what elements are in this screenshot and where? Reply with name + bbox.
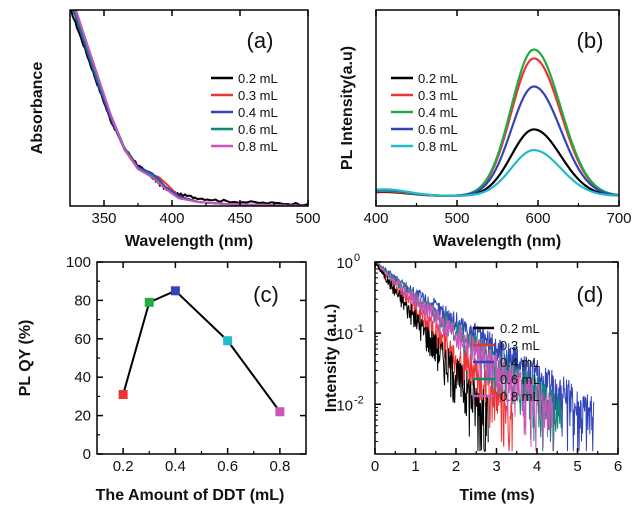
legend-label: 0.4 mL	[418, 105, 458, 120]
legend-label: 0.6 mL	[500, 372, 540, 387]
panel-c-line	[122, 289, 281, 413]
panel-c: 0.2 0.4 0.6 0.8 0 20 40 60 80 100 (c) The Amount …	[17, 254, 307, 504]
x-tick-label: 400	[363, 210, 388, 227]
panel-c-xlabel: The Amount of DDT (mL)	[96, 487, 285, 504]
panel-c-marker	[144, 297, 154, 307]
panel-d-xlabel: Time (ms)	[459, 487, 534, 504]
x-tick-label: 3	[492, 458, 500, 475]
panel-c-marker	[170, 286, 180, 296]
panel-d-legend: 0.2 mL 0.3 mL 0.4 mL 0.6 mL 0.8 mL	[473, 321, 540, 404]
legend-label: 0.4 mL	[238, 105, 278, 120]
legend-label: 0.8 mL	[238, 139, 278, 154]
legend-label: 0.4 mL	[500, 355, 540, 370]
legend-label: 0.3 mL	[238, 88, 278, 103]
x-tick-label: 0.2	[113, 458, 134, 475]
legend-label: 0.8 mL	[500, 389, 540, 404]
x-tick-label: 6	[614, 458, 622, 475]
x-tick-label: 600	[525, 210, 550, 227]
panel-a-ylabel: Absorbance	[29, 62, 46, 155]
y-tick-label: 60	[74, 331, 91, 348]
y-tick-label: 80	[74, 292, 91, 309]
panel-b-xlabel: Wavelength (nm)	[433, 233, 561, 250]
y-tick-label: 100	[66, 254, 91, 271]
legend-label: 0.6 mL	[418, 122, 458, 137]
panel-a-ticks: 350 400 450 500	[91, 10, 321, 227]
legend-label: 0.6 mL	[238, 122, 278, 137]
panel-a-frame	[69, 9, 309, 207]
panel-c-ticks: 0.2 0.4 0.6 0.8 0 20 40 60 80 100	[66, 254, 306, 475]
panel-d-series-line	[375, 262, 489, 452]
panel-a-series-line	[74, 10, 308, 206]
panel-b: 400 500 600 700 (b) 0.2 mL 0.3 mL 0.4 mL 0.6 m…	[339, 9, 632, 250]
panel-a: 350 400 450 500 (a) 0.2 mL 0.3 mL 0.4 mL 0.6 m…	[29, 9, 321, 250]
y-tick-label-exponent: -2	[354, 394, 364, 406]
legend-label: 0.2 mL	[238, 71, 278, 86]
panel-c-marker	[118, 389, 128, 399]
panel-d-series-line	[375, 262, 554, 452]
x-tick-label: 5	[573, 458, 581, 475]
panel-c-ylabel: PL QY (%)	[17, 320, 34, 397]
y-tick-label-exponent: 0	[354, 252, 360, 264]
legend-label: 0.3 mL	[418, 88, 458, 103]
x-tick-label: 400	[159, 210, 184, 227]
x-tick-label: 700	[606, 210, 631, 227]
x-tick-label: 0	[371, 458, 379, 475]
x-tick-label: 500	[295, 210, 320, 227]
panel-b-series-line	[375, 128, 620, 197]
panel-a-xlabel: Wavelength (nm)	[125, 233, 253, 250]
panel-b-series-line	[375, 149, 620, 197]
x-tick-label: 350	[91, 210, 116, 227]
x-tick-label: 0.4	[165, 458, 186, 475]
legend-label: 0.2 mL	[500, 321, 540, 336]
panel-b-plot-area	[375, 48, 620, 197]
legend-label: 0.8 mL	[418, 139, 458, 154]
panel-d-ylabel: Intensity (a.u.)	[323, 304, 340, 412]
panel-a-label: (a)	[247, 28, 274, 53]
x-tick-label: 0.6	[217, 458, 238, 475]
panel-c-marker	[223, 336, 233, 346]
x-tick-label: 1	[411, 458, 419, 475]
y-tick-label: 10	[336, 326, 353, 343]
panel-b-legend: 0.2 mL 0.3 mL 0.4 mL 0.6 mL 0.8 mL	[391, 71, 458, 154]
x-tick-label: 450	[227, 210, 252, 227]
x-tick-label: 2	[452, 458, 460, 475]
panel-a-plot-area	[70, 10, 308, 206]
y-tick-label: 0	[83, 446, 91, 463]
panel-a-legend: 0.2 mL 0.3 mL 0.4 mL 0.6 mL 0.8 mL	[211, 71, 278, 154]
x-tick-label: 0.8	[269, 458, 290, 475]
y-tick-label-exponent: -1	[354, 323, 364, 335]
legend-label: 0.2 mL	[418, 71, 458, 86]
y-tick-label: 20	[74, 408, 91, 425]
y-tick-label: 40	[74, 369, 91, 386]
legend-label: 0.3 mL	[500, 338, 540, 353]
panel-c-plot-area	[118, 286, 285, 417]
x-tick-label: 4	[533, 458, 541, 475]
panel-c-label: (c)	[253, 282, 279, 307]
panel-b-ylabel: PL Intensity(a.u)	[339, 46, 356, 170]
x-tick-label: 500	[444, 210, 469, 227]
panel-b-label: (b)	[577, 28, 604, 53]
panel-b-ticks: 400 500 600 700	[363, 10, 632, 227]
panel-c-marker	[275, 407, 285, 417]
panel-d-plot-area	[375, 262, 595, 452]
panel-d-label: (d)	[577, 282, 604, 307]
y-tick-label: 10	[336, 255, 353, 272]
y-tick-label: 10	[336, 397, 353, 414]
